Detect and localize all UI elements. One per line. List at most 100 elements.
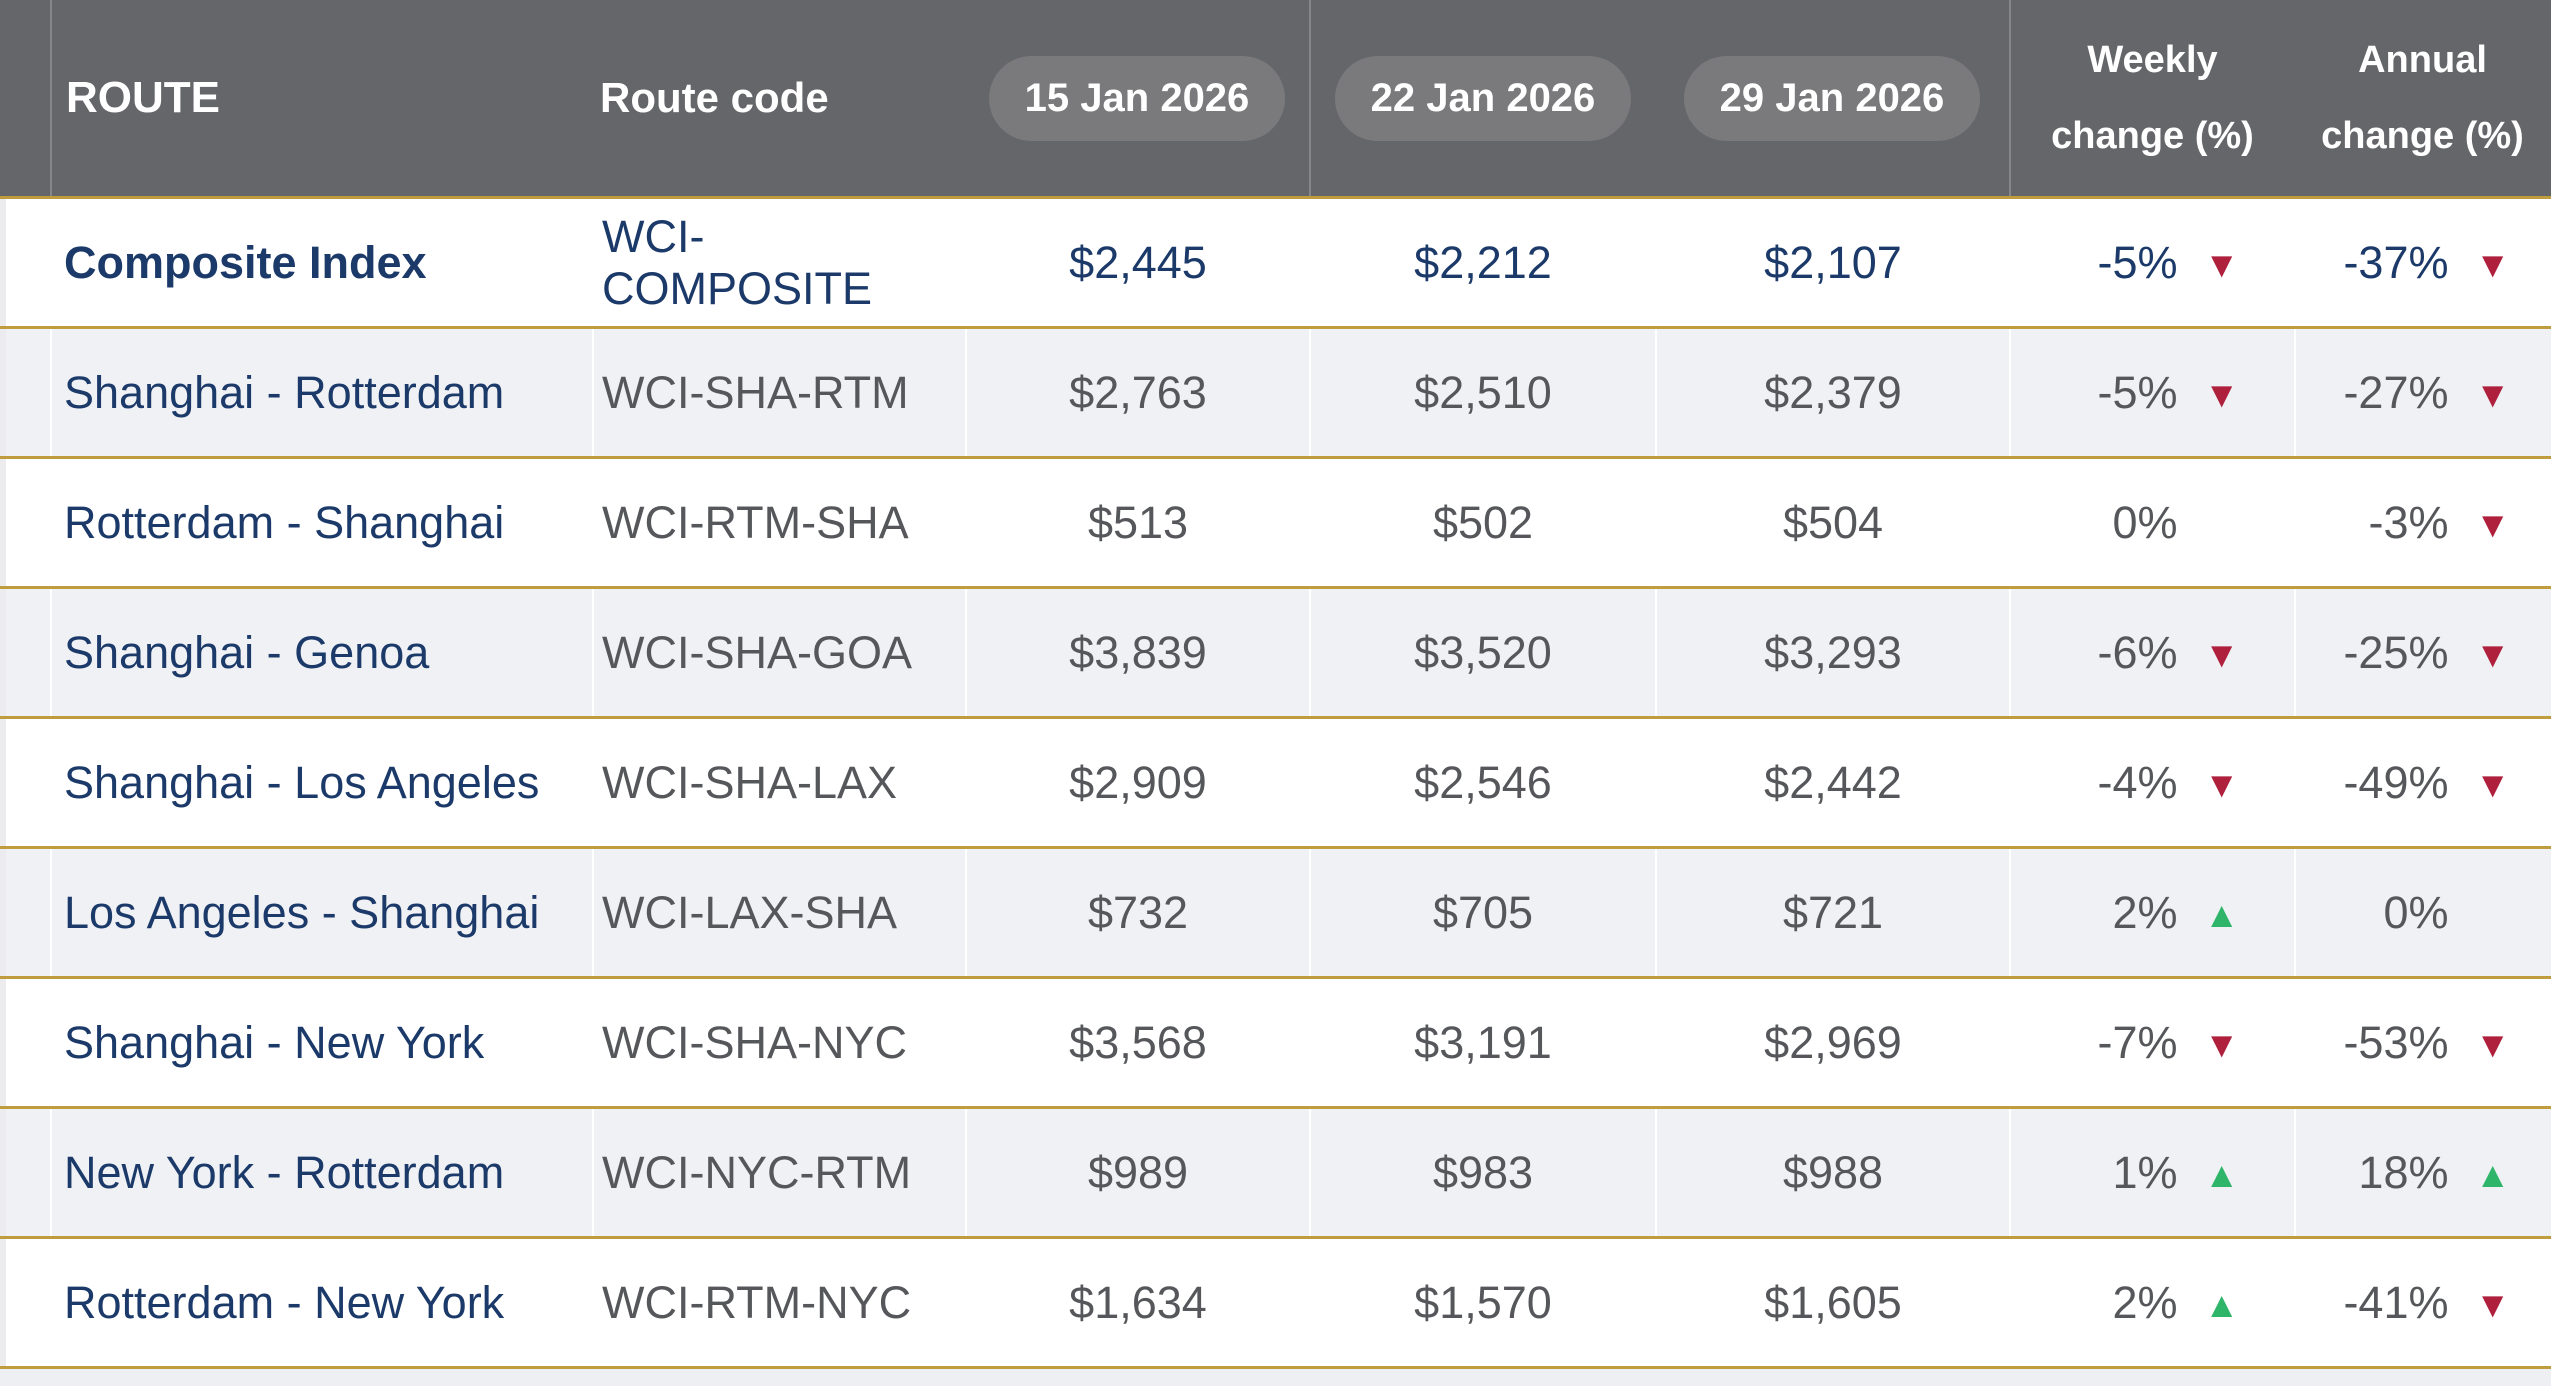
weekly-change-value: 1% [2112,1146,2178,1198]
down-arrow-icon: ▼ [2474,243,2511,285]
route-name: Rotterdam - Shanghai [64,496,505,548]
annual-change-cell: -41% ▼ [2294,1239,2551,1366]
price-week-3: $2,969 [1764,1016,1902,1068]
row-gutter [0,1109,50,1236]
up-arrow-icon: ▲ [2203,1153,2240,1195]
annual-change-value: -37% [2343,236,2449,288]
column-header-annual-change: Annual change (%) [2294,0,2551,196]
header-gutter [0,0,50,196]
down-arrow-icon: ▼ [2474,373,2511,415]
row-gutter [0,1239,50,1366]
annual-change-cell: -53% ▼ [2294,979,2551,1106]
annual-change-value: -3% [2368,496,2449,548]
route-name: Composite Index [64,236,427,288]
weekly-change-cell: -5% ▼ [2009,199,2294,326]
row-gutter [0,329,50,456]
date-pill: 29 Jan 2026 [1683,55,1981,141]
price-week-2: $2,510 [1309,329,1655,456]
next-row-sliver [0,1369,2551,1386]
down-arrow-icon: ▼ [2474,633,2511,675]
price-week-3: $721 [1655,849,2009,976]
row-gutter [0,199,50,326]
annual-change-cell: 0% [2294,849,2551,976]
weekly-change-cell: 2% ▲ [2009,1239,2294,1366]
down-arrow-icon: ▼ [2203,243,2240,285]
table-row: Shanghai - New York WCI-SHA-NYC $3,568 $… [0,979,2551,1109]
down-arrow-icon: ▼ [2474,763,2511,805]
route-name: Los Angeles - Shanghai [50,849,592,976]
route-name: Rotterdam - New York [64,1276,505,1328]
down-arrow-icon: ▼ [2203,633,2240,675]
route-code: WCI-NYC-RTM [592,1109,965,1236]
annual-change-value: 18% [2358,1146,2449,1198]
weekly-change-value: 2% [2112,886,2178,938]
price-week-1: $2,445 [1069,236,1207,288]
up-arrow-icon: ▲ [2203,893,2240,935]
weekly-change-cell: 2% ▲ [2009,849,2294,976]
annual-change-line1: Annual [2358,39,2487,81]
price-week-1: $513 [1087,496,1189,548]
route-code: WCI-SHA-NYC [602,1016,907,1068]
table-row: Composite Index WCI-COMPOSITE $2,445 $2,… [0,199,2551,329]
annual-change-value: -53% [2343,1016,2449,1068]
price-week-2: $3,520 [1309,589,1655,716]
weekly-change-value: -6% [2097,626,2178,678]
price-week-1: $732 [965,849,1309,976]
up-arrow-icon: ▲ [2474,1153,2511,1195]
annual-change-cell: -3% ▼ [2294,459,2551,586]
annual-change-cell: -37% ▼ [2294,199,2551,326]
down-arrow-icon: ▼ [2203,1023,2240,1065]
price-week-1: $2,909 [1069,756,1207,808]
table-row: Shanghai - Genoa WCI-SHA-GOA $3,839 $3,5… [0,589,2551,719]
table-header-row: ROUTE Route code 15 Jan 2026 22 Jan 2026… [0,0,2551,199]
up-arrow-icon: ▲ [2203,1283,2240,1325]
annual-change-cell: -25% ▼ [2294,589,2551,716]
price-week-3: $2,442 [1764,756,1902,808]
route-code: WCI-LAX-SHA [592,849,965,976]
down-arrow-icon: ▼ [2474,1023,2511,1065]
down-arrow-icon: ▼ [2203,373,2240,415]
annual-change-value: -25% [2343,626,2449,678]
price-week-3: $504 [1782,496,1884,548]
weekly-change-value: -7% [2097,1016,2178,1068]
weekly-change-cell: -7% ▼ [2009,979,2294,1106]
price-week-3: $988 [1655,1109,2009,1236]
price-week-2: $705 [1309,849,1655,976]
price-week-2: $1,570 [1414,1276,1552,1328]
column-header-route-code: Route code [600,74,829,121]
annual-change-cell: -49% ▼ [2294,719,2551,846]
weekly-change-value: 0% [2112,496,2178,548]
price-week-2: $983 [1309,1109,1655,1236]
row-gutter [0,849,50,976]
annual-change-value: 0% [2383,886,2449,938]
weekly-change-cell: 0% [2009,459,2294,586]
price-week-3: $1,605 [1764,1276,1902,1328]
flat-no-arrow [2449,911,2511,915]
column-header-weekly-change: Weekly change (%) [2009,0,2294,196]
price-week-2: $502 [1432,496,1534,548]
table-row: Shanghai - Rotterdam WCI-SHA-RTM $2,763 … [0,329,2551,459]
down-arrow-icon: ▼ [2474,1283,2511,1325]
price-week-3: $2,379 [1655,329,2009,456]
route-code: WCI-SHA-LAX [602,756,898,808]
table-row: Rotterdam - New York WCI-RTM-NYC $1,634 … [0,1239,2551,1369]
annual-change-line2: change (%) [2321,115,2524,157]
route-code: WCI-SHA-RTM [592,329,965,456]
weekly-change-value: -5% [2097,366,2178,418]
weekly-change-value: -4% [2097,756,2178,808]
column-header-route: ROUTE [50,0,592,196]
price-week-3: $2,107 [1764,236,1902,288]
row-gutter [0,589,50,716]
down-arrow-icon: ▼ [2203,763,2240,805]
route-name: Shanghai - Los Angeles [64,756,540,808]
price-week-1: $3,568 [1069,1016,1207,1068]
annual-change-cell: -27% ▼ [2294,329,2551,456]
date-pill: 15 Jan 2026 [988,55,1286,141]
price-week-2: $3,191 [1414,1016,1552,1068]
weekly-change-line1: Weekly [2087,39,2218,81]
row-gutter [0,979,50,1106]
route-code: WCI-SHA-GOA [592,589,965,716]
weekly-change-cell: -4% ▼ [2009,719,2294,846]
route-name: Shanghai - New York [64,1016,485,1068]
